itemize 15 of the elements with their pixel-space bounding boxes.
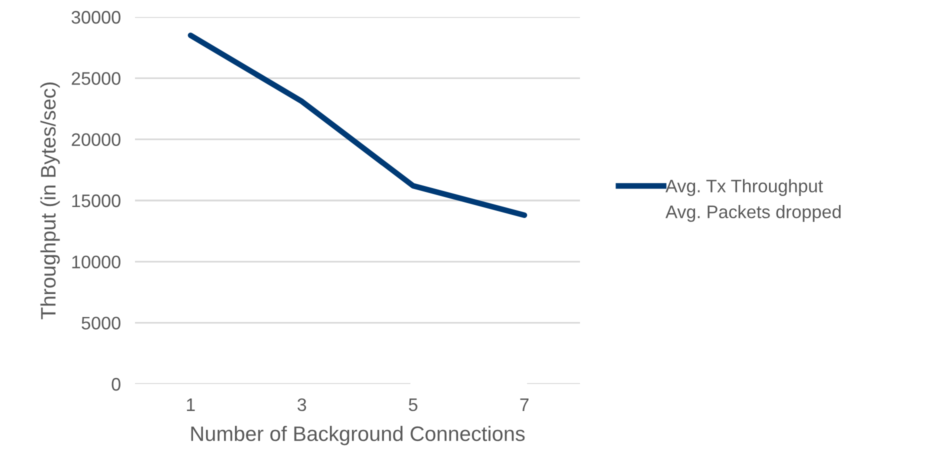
y-tick-label: 10000 (72, 256, 120, 268)
x-tick-label: 3 (298, 398, 306, 412)
text: Avg. Packets dropped (665, 205, 841, 222)
legend-label: Avg. Tx Throughput (665, 179, 823, 196)
y-tick-label: 0 (112, 378, 120, 391)
x-axis-title: Number of Background Connections (191, 426, 525, 446)
y-tick-label: 30000 (72, 10, 120, 24)
x-tick-label: 7 (520, 398, 528, 411)
x-tick-label: 5 (408, 398, 418, 412)
y-axis-title: Throughput (in Bytes/sec) (40, 82, 60, 320)
y-tick-label: 20000 (72, 133, 120, 146)
y-tick-label: 5000 (82, 316, 120, 330)
y-tick-label: 25000 (72, 72, 120, 85)
x-tick-label: 1 (186, 398, 195, 411)
y-tick-label: 15000 (72, 194, 120, 208)
